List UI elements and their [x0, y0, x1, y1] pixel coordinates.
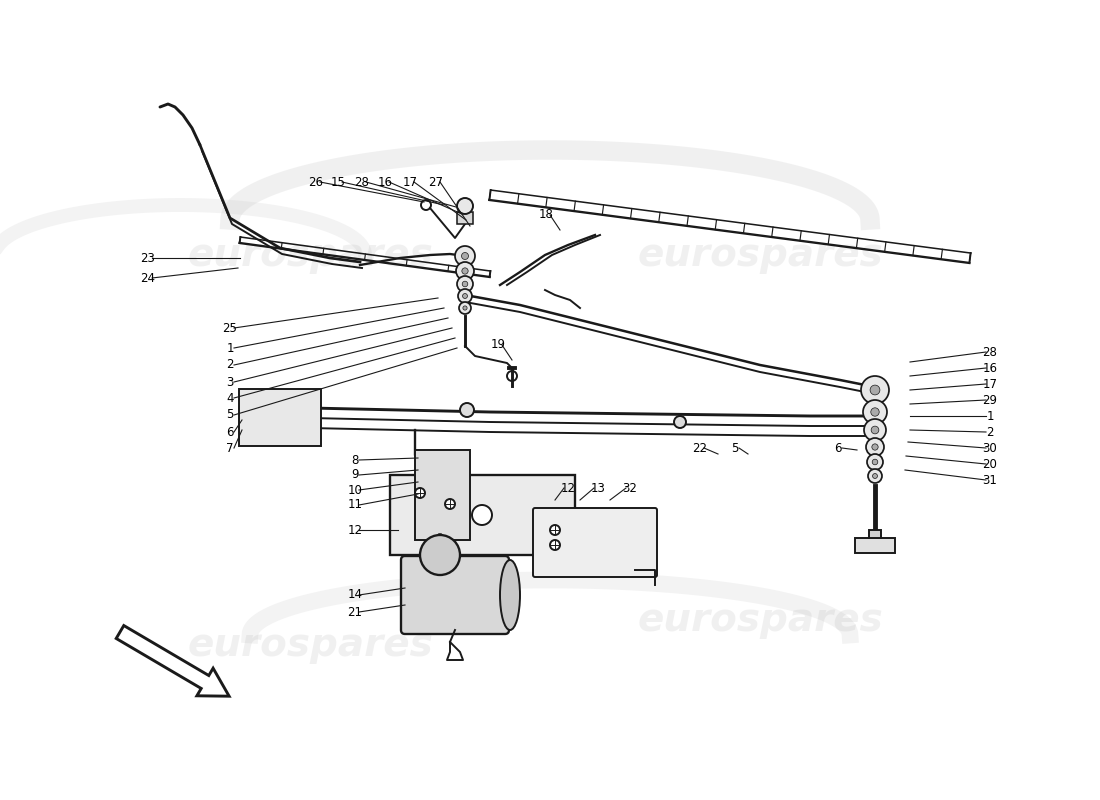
Bar [415, 450, 470, 540]
Text: 5: 5 [227, 409, 233, 422]
Text: 2: 2 [227, 358, 233, 371]
Text: 14: 14 [348, 589, 363, 602]
Text: 20: 20 [982, 458, 998, 470]
Text: 29: 29 [982, 394, 998, 406]
Text: 16: 16 [377, 175, 393, 189]
Text: 5: 5 [732, 442, 739, 454]
Text: 3: 3 [227, 375, 233, 389]
Bar [869, 530, 881, 538]
Circle shape [867, 454, 883, 470]
Bar [390, 475, 575, 555]
Circle shape [866, 438, 884, 456]
Text: 28: 28 [982, 346, 998, 358]
Circle shape [870, 385, 880, 395]
Circle shape [456, 276, 473, 292]
Circle shape [458, 289, 472, 303]
Circle shape [872, 444, 878, 450]
Bar [855, 538, 895, 553]
Text: 15: 15 [331, 175, 345, 189]
Text: 12: 12 [348, 523, 363, 537]
Text: 23: 23 [141, 251, 155, 265]
Circle shape [456, 262, 474, 280]
Circle shape [415, 488, 425, 498]
Circle shape [861, 376, 889, 404]
Circle shape [446, 499, 455, 509]
FancyBboxPatch shape [402, 556, 509, 634]
Text: 10: 10 [348, 483, 362, 497]
FancyBboxPatch shape [534, 508, 657, 577]
Text: 26: 26 [308, 175, 323, 189]
Text: 11: 11 [348, 498, 363, 511]
Text: 19: 19 [491, 338, 506, 351]
Text: 28: 28 [354, 175, 370, 189]
Text: 25: 25 [222, 322, 238, 334]
Circle shape [456, 198, 473, 214]
Text: 6: 6 [834, 442, 842, 454]
Text: eurospares: eurospares [637, 601, 883, 639]
Text: 16: 16 [982, 362, 998, 374]
Text: 27: 27 [429, 175, 443, 189]
Circle shape [872, 459, 878, 465]
Text: 17: 17 [982, 378, 998, 390]
Circle shape [455, 246, 475, 266]
Circle shape [864, 419, 886, 441]
FancyArrow shape [117, 626, 229, 696]
Circle shape [462, 282, 468, 286]
FancyBboxPatch shape [239, 389, 321, 446]
Circle shape [871, 408, 879, 416]
Circle shape [459, 302, 471, 314]
Circle shape [864, 400, 887, 424]
Text: 1: 1 [987, 410, 993, 422]
Circle shape [462, 294, 468, 298]
Text: 24: 24 [141, 271, 155, 285]
Text: eurospares: eurospares [187, 626, 433, 664]
Text: 7: 7 [227, 442, 233, 454]
Text: 2: 2 [987, 426, 993, 438]
Circle shape [462, 268, 469, 274]
Text: eurospares: eurospares [637, 236, 883, 274]
Text: 18: 18 [539, 209, 553, 222]
Circle shape [871, 426, 879, 434]
Circle shape [872, 474, 878, 478]
Circle shape [460, 403, 474, 417]
Text: 9: 9 [351, 469, 359, 482]
Text: 13: 13 [591, 482, 605, 494]
Circle shape [462, 253, 469, 259]
Bar [456, 212, 473, 224]
Text: 17: 17 [403, 175, 418, 189]
Ellipse shape [500, 560, 520, 630]
Text: 22: 22 [693, 442, 707, 454]
Circle shape [550, 525, 560, 535]
Circle shape [674, 416, 686, 428]
Circle shape [550, 540, 560, 550]
Text: 31: 31 [982, 474, 998, 486]
Text: 30: 30 [982, 442, 998, 454]
Circle shape [472, 505, 492, 525]
Text: 12: 12 [561, 482, 575, 494]
Circle shape [463, 306, 467, 310]
Text: 21: 21 [348, 606, 363, 618]
Text: 4: 4 [227, 391, 233, 405]
Text: 1: 1 [227, 342, 233, 354]
Text: 32: 32 [623, 482, 637, 494]
Text: 8: 8 [351, 454, 359, 466]
Text: eurospares: eurospares [187, 236, 433, 274]
Circle shape [420, 535, 460, 575]
Text: 6: 6 [227, 426, 233, 438]
Circle shape [868, 469, 882, 483]
